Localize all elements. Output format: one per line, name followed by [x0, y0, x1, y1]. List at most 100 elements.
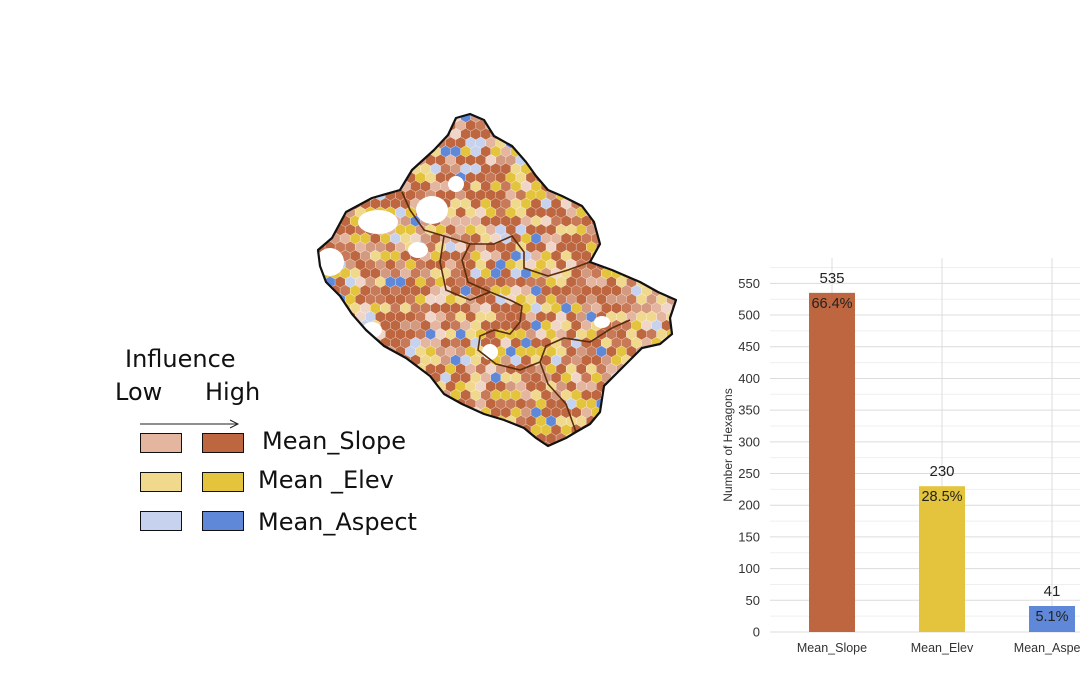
hexagon-cell — [671, 406, 676, 419]
hexagon-cell — [410, 114, 421, 123]
hexagon-cell — [305, 172, 315, 184]
hexagon-cell — [636, 171, 647, 184]
hexagon-cell — [355, 189, 366, 201]
hexagon-cell — [641, 197, 652, 210]
hexagon-cell — [405, 136, 416, 149]
legend-label-elev: Mean _Elev — [258, 466, 394, 494]
hexagon-cell — [556, 102, 566, 114]
hexagon-cell — [621, 145, 632, 158]
hexagon-cell — [626, 119, 637, 132]
hexagon-cell — [591, 114, 602, 123]
hexagon-cell — [626, 432, 637, 445]
hexagon-cell — [671, 215, 676, 228]
no-data-area — [358, 210, 398, 234]
hexagon-cell — [661, 232, 672, 245]
hexagon-cell — [460, 441, 471, 446]
hexagon-cell — [646, 432, 657, 445]
hexagon-cell — [305, 120, 315, 132]
hexagon-cell — [545, 119, 557, 132]
bar-value-label: 535 — [819, 270, 844, 287]
hexagon-cell — [525, 136, 537, 149]
hexagon-cell — [666, 206, 676, 219]
hexagon-cell — [530, 114, 542, 123]
hexagon-cell — [621, 197, 632, 210]
hexagon-cell — [555, 154, 567, 167]
hexagon-cell — [345, 189, 356, 201]
hexagon-cell — [450, 441, 461, 446]
hexagon-cell — [355, 119, 366, 132]
hexagon-cell — [550, 128, 562, 141]
hexagon-cell — [581, 128, 592, 141]
hexagon-cell — [365, 171, 376, 184]
hexagon-cell — [530, 128, 542, 141]
no-data-areas — [316, 176, 610, 360]
hexagon-cell — [318, 293, 326, 306]
hexagon-cell — [656, 241, 667, 254]
hexagon-cell — [626, 154, 637, 167]
hexagon-cell — [576, 119, 587, 132]
hexagon-cell — [661, 145, 672, 158]
hexagon-cell — [606, 432, 617, 445]
hexagon-cell — [355, 102, 365, 114]
hexagon-cell — [475, 415, 486, 428]
hexagon-cell — [319, 128, 331, 141]
hexagon-cell — [375, 102, 385, 114]
hexagon-cell — [425, 136, 436, 149]
hexagon-cell — [677, 102, 687, 114]
hexagon-cell — [345, 171, 356, 184]
hexagon-cell — [540, 128, 552, 141]
hexagon-cell — [646, 171, 657, 184]
hexagon-cell — [636, 223, 647, 236]
hexagon-cell — [318, 223, 326, 236]
hexagon-cell — [606, 241, 617, 254]
hexagon-cell — [611, 406, 622, 419]
hexagon-cell — [591, 128, 602, 141]
hexagon-cell — [677, 154, 687, 166]
hexagon-cell — [631, 145, 642, 158]
hexagon-cell — [370, 180, 381, 193]
hexagon-cell — [661, 180, 672, 193]
hexagon-cell — [611, 215, 622, 228]
hexagon-cell — [606, 189, 617, 201]
hexagon-cell — [385, 119, 396, 132]
hexagon-cell — [677, 294, 687, 306]
hexagon-cell — [545, 154, 557, 167]
hexagon-cell — [591, 162, 602, 175]
bar-value-label: 41 — [1044, 583, 1061, 600]
hexagon-cell — [350, 114, 361, 123]
hexagon-cell — [631, 180, 642, 193]
hexagon-cell — [355, 154, 366, 167]
hexagon-cell — [365, 119, 376, 132]
no-data-area — [408, 242, 428, 258]
hexagon-cell — [485, 432, 496, 445]
hexagon-cell — [415, 136, 426, 149]
hexagon-cell — [641, 162, 652, 175]
hexagon-cell — [671, 441, 676, 446]
hexagon-cell — [631, 114, 642, 123]
hexagon-cell — [596, 154, 607, 167]
hexagon-cell — [319, 145, 331, 158]
hexagon-cell — [319, 197, 331, 210]
hexagon-cell — [646, 241, 657, 254]
hexagon-cell — [677, 207, 687, 219]
hexagon-cell — [621, 232, 632, 245]
hexagon-cell — [641, 406, 652, 419]
hexagon-cell — [360, 145, 371, 158]
hexagon-cell — [621, 371, 632, 384]
hexagon-cell — [586, 432, 597, 445]
hexagon-cell — [555, 136, 567, 149]
hexagon-cell — [621, 423, 632, 436]
bar-mean-elev — [919, 486, 965, 632]
hexagon-cell — [360, 180, 371, 193]
hexagon-cell — [571, 180, 582, 193]
hexagon-cell — [626, 171, 637, 184]
hexagon-cell — [666, 432, 676, 445]
hexagon-cell — [375, 171, 386, 184]
hexagon-cell — [611, 197, 622, 210]
hexagon-cell — [576, 136, 587, 149]
hexagon-cell — [656, 154, 667, 167]
hexagon-cell — [657, 102, 667, 114]
hexagon-cell — [677, 241, 687, 253]
hexagon-cell — [425, 119, 436, 132]
hexagon-cell — [450, 406, 461, 419]
